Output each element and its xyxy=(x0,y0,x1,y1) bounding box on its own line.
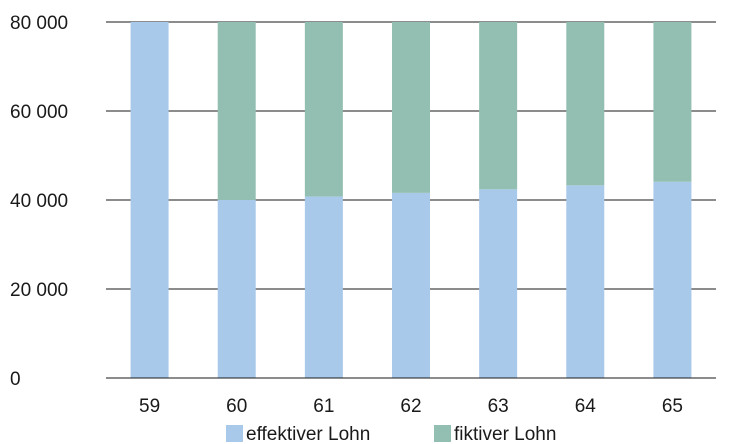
x-tick-label: 61 xyxy=(313,396,334,417)
bar-segment-fiktiver-lohn xyxy=(304,22,343,197)
bar-segment-fiktiver-lohn xyxy=(566,22,605,186)
x-tick-label: 63 xyxy=(488,396,509,417)
bars xyxy=(130,22,692,378)
bar-segment-fiktiver-lohn xyxy=(392,22,430,193)
y-tick-label: 20 000 xyxy=(10,280,68,301)
x-tick-label: 65 xyxy=(662,396,683,417)
bar-segment-effektiver-lohn xyxy=(653,181,692,378)
y-tick-label: 0 xyxy=(10,369,21,390)
x-tick-label: 62 xyxy=(400,396,421,417)
x-tick-label: 60 xyxy=(226,396,247,417)
legend-label: fiktiver Lohn xyxy=(454,424,556,444)
legend-label: effektiver Lohn xyxy=(246,424,370,444)
legend: effektiver Lohn fiktiver Lohn xyxy=(226,424,556,444)
axes: 0 20 000 40 000 60 000 80 000 59 60 61 62 63 64 65 xyxy=(10,13,716,417)
bar-segment-effektiver-lohn xyxy=(566,185,605,378)
y-tick-label: 40 000 xyxy=(10,191,68,212)
bar-segment-effektiver-lohn xyxy=(130,22,169,378)
bar-segment-effektiver-lohn xyxy=(479,189,518,378)
legend-swatch xyxy=(434,425,451,442)
legend-swatch xyxy=(226,425,243,442)
bar-segment-fiktiver-lohn xyxy=(479,22,518,190)
x-tick-label: 59 xyxy=(139,396,160,417)
bar-segment-effektiver-lohn xyxy=(392,192,430,378)
x-tick-label: 64 xyxy=(575,396,597,417)
y-tick-label: 80 000 xyxy=(10,13,68,34)
bar-segment-fiktiver-lohn xyxy=(217,22,256,200)
bar-segment-effektiver-lohn xyxy=(217,200,256,378)
bar-segment-effektiver-lohn xyxy=(304,196,343,378)
bar-segment-fiktiver-lohn xyxy=(653,22,692,182)
y-tick-label: 60 000 xyxy=(10,102,68,123)
